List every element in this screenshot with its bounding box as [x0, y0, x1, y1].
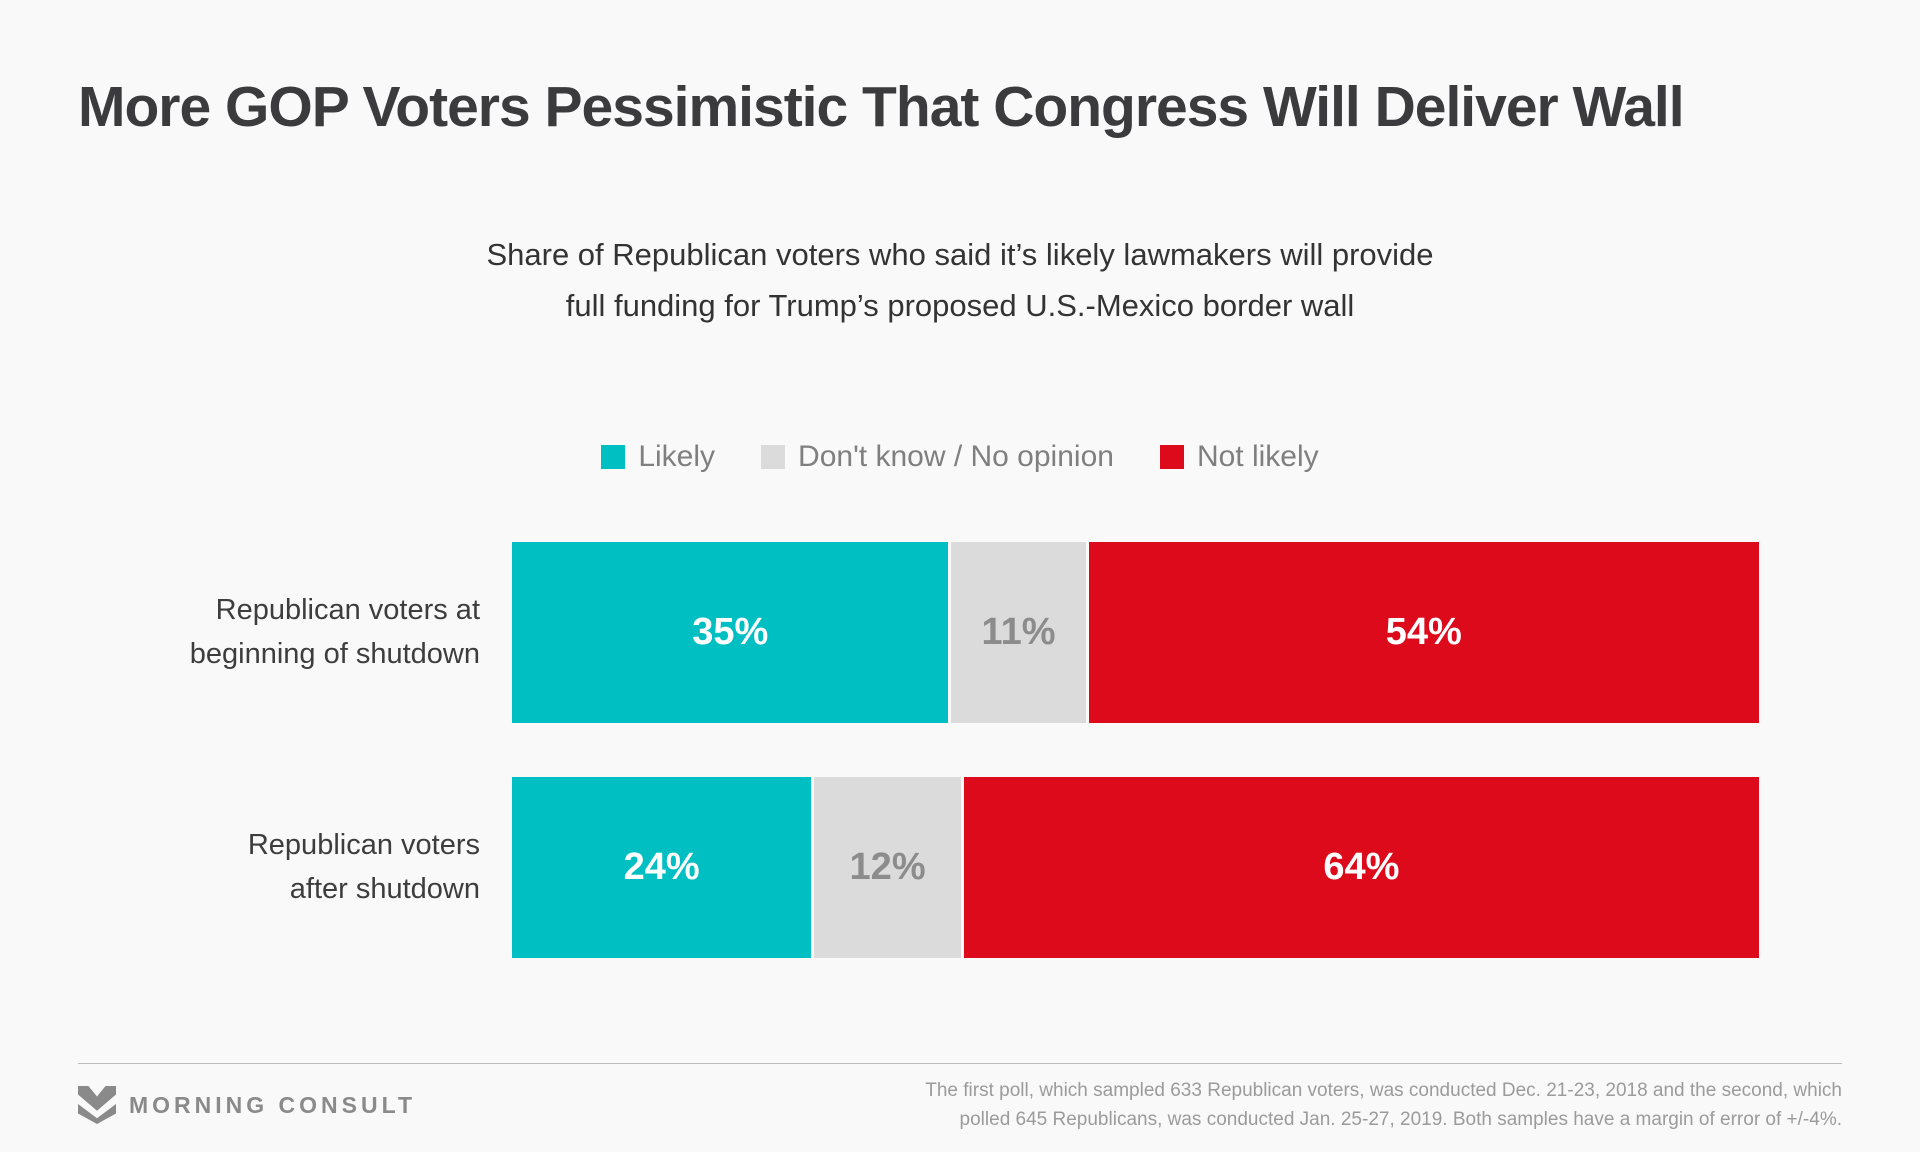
bar-segment-don-t-know-no-opinion: 12% — [811, 777, 961, 958]
chart-row-1: Republican voters at beginning of shutdow… — [0, 542, 1920, 723]
bar-segment-likely: 35% — [512, 542, 949, 723]
bar-value-likely: 24% — [623, 846, 700, 888]
bar-value-not-likely: 54% — [1385, 611, 1462, 653]
legend-label-not-likely: Not likely — [1196, 440, 1319, 473]
row-label-line: Republican voters — [247, 829, 480, 861]
chart-subtitle: Share of Republican voters who said it’s… — [0, 230, 1920, 332]
legend-item-likely: Likely — [601, 440, 715, 474]
bar-segment-don-t-know-no-opinion: 11% — [948, 542, 1086, 723]
legend-swatch-likely — [601, 445, 626, 469]
bar-value-not-likely: 64% — [1323, 846, 1400, 888]
row-label-line: beginning of shutdown — [189, 637, 480, 670]
legend-swatch-not-likely — [1159, 445, 1184, 469]
source-note-line-2: polled 645 Republicans, was conducted Ja… — [959, 1108, 1842, 1130]
stacked-bar-1: 35% 11% 54% — [512, 542, 1759, 723]
legend-swatch-don-t-know-no-opinion — [761, 445, 786, 469]
row-label-1: Republican voters at beginning of shutdow… — [0, 542, 480, 723]
chart-title: More GOP Voters Pessimistic That Congres… — [78, 75, 1685, 139]
legend-label-don-t-know-no-opinion: Don't know / No opinion — [798, 440, 1114, 473]
legend-item-not-likely: Not likely — [1159, 440, 1319, 474]
bar-segment-likely: 24% — [512, 777, 812, 958]
source-note: The first poll, which sampled 633 Republ… — [925, 1077, 1842, 1134]
footer-divider — [78, 1063, 1842, 1064]
morning-consult-logo: MORNING CONSULT — [78, 1086, 416, 1124]
bar-segment-not-likely: 54% — [1085, 542, 1759, 723]
legend-item-don-t-know-no-opinion: Don't know / No opinion — [761, 440, 1114, 474]
chart-rows: Republican voters at beginning of shutdow… — [0, 542, 1920, 1012]
bar-value-likely: 35% — [692, 611, 769, 653]
morning-consult-logo-icon — [78, 1086, 116, 1124]
stacked-bar-2: 24% 12% 64% — [512, 777, 1759, 958]
row-label-2: Republican voters after shutdown — [0, 777, 480, 958]
legend-label-likely: Likely — [638, 440, 716, 473]
source-note-line-1: The first poll, which sampled 633 Republ… — [925, 1080, 1842, 1101]
bar-segment-not-likely: 64% — [960, 777, 1759, 958]
row-label-line: Republican voters at — [215, 594, 480, 626]
bar-value-don-t-know-no-opinion: 11% — [981, 611, 1056, 653]
subtitle-line-2: full funding for Trump’s proposed U.S.-M… — [565, 287, 1355, 323]
legend: Likely Don't know / No opinion Not likely — [0, 440, 1920, 474]
row-label-line: after shutdown — [289, 872, 480, 905]
morning-consult-logo-text: MORNING CONSULT — [129, 1091, 417, 1118]
subtitle-line-1: Share of Republican voters who said it’s… — [486, 237, 1434, 272]
chart-row-2: Republican voters after shutdown 24% 12% 64% — [0, 777, 1920, 958]
bar-value-don-t-know-no-opinion: 12% — [849, 846, 926, 888]
